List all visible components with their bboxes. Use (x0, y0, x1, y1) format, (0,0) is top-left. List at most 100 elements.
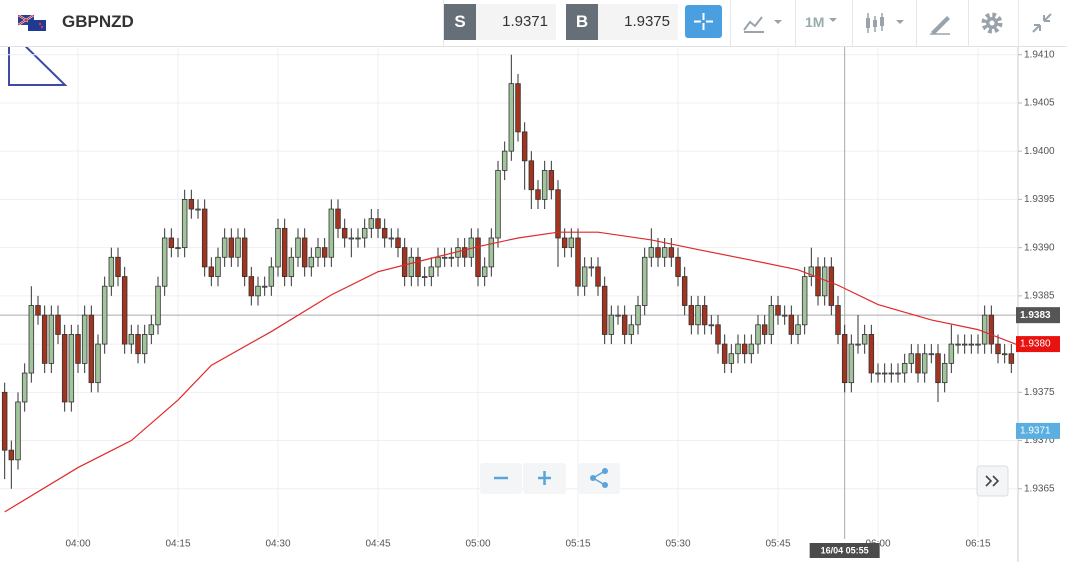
zoom-out-button[interactable] (480, 463, 522, 494)
candle-body (215, 256, 221, 277)
candle-body (868, 334, 875, 374)
candle-body (515, 83, 521, 133)
candle-body (748, 343, 755, 355)
candle-body (608, 314, 615, 335)
buy-button[interactable]: B (566, 4, 598, 40)
drawn-triangle[interactable] (8, 27, 68, 86)
price-marker-box (1016, 422, 1060, 439)
candle-body (248, 276, 255, 297)
candle-body (201, 208, 208, 268)
candle-body (288, 256, 295, 277)
candle-body (268, 266, 275, 287)
candle-body (861, 334, 868, 345)
collapse-button[interactable] (1030, 11, 1054, 35)
candle-body (648, 247, 655, 258)
candle-body (781, 314, 788, 317)
candle-body (481, 266, 488, 277)
candle-body (108, 256, 115, 287)
candle-body (55, 314, 61, 335)
candle-body (388, 237, 395, 240)
candle-body (295, 237, 301, 258)
candle-body (101, 285, 108, 345)
x-tick-label: 04:30 (265, 539, 290, 550)
candle-body (588, 266, 595, 269)
candle-body (728, 353, 735, 364)
candle-body (308, 256, 315, 268)
separator (443, 0, 444, 46)
separator (916, 0, 917, 46)
candle-body (61, 334, 68, 403)
y-tick-label: 1.9375 (1024, 387, 1055, 398)
candle-body (328, 208, 335, 258)
candle-body (668, 247, 675, 258)
candle-body (881, 372, 888, 375)
candle-body (348, 237, 355, 240)
candle-body (475, 237, 481, 277)
candle-body (8, 449, 15, 461)
candle-body (595, 266, 601, 287)
chart-type-button[interactable] (742, 12, 786, 34)
candle-body (208, 266, 215, 277)
candle-body (935, 353, 941, 384)
candle-body (921, 353, 928, 374)
y-tick-label: 1.9385 (1024, 290, 1055, 301)
candle-body (528, 160, 535, 191)
x-tick-label: 04:15 (165, 539, 190, 550)
candle-body (801, 276, 808, 326)
candle-body (181, 199, 188, 249)
candle-body (508, 83, 515, 152)
sell-button[interactable]: S (444, 4, 476, 40)
candle-body (975, 343, 981, 346)
candle-type-button[interactable] (864, 11, 908, 35)
timeframe-caret[interactable] (828, 16, 840, 26)
candle-body (708, 324, 715, 327)
candle-body (421, 276, 428, 278)
y-tick-label: 1.9395 (1024, 194, 1055, 205)
settings-button[interactable] (980, 11, 1004, 35)
separator (795, 0, 796, 46)
share-button[interactable] (578, 463, 620, 494)
flag-icon (18, 15, 46, 31)
candle-body (768, 305, 775, 335)
candle-body (381, 227, 388, 239)
buy-price[interactable]: 1.9375 (598, 4, 678, 40)
candle-body (461, 247, 468, 258)
candle-body (808, 266, 815, 277)
candle-body (148, 324, 155, 335)
candle-body (95, 343, 101, 384)
candle-body (915, 353, 921, 374)
price-marker-label: 1.9380 (1020, 339, 1051, 350)
candle-body (735, 343, 741, 355)
candle-body (188, 199, 195, 210)
candle-body (28, 305, 35, 374)
candle-body (675, 256, 681, 277)
price-marker-label: 1.9371 (1020, 426, 1051, 437)
candle-body (155, 285, 161, 326)
candle-body (775, 305, 781, 316)
candle-body (928, 353, 935, 356)
y-tick-label: 1.9365 (1024, 483, 1055, 494)
candle-body (135, 334, 141, 355)
candle-body (635, 305, 641, 326)
sell-price[interactable]: 1.9371 (476, 4, 556, 40)
candle-body (228, 237, 235, 258)
candle-body (835, 305, 841, 335)
candle-body (721, 343, 728, 364)
candle-body (321, 247, 328, 258)
crosshair-button[interactable] (685, 5, 722, 38)
zoom-in-button[interactable] (523, 463, 566, 494)
candle-body (821, 266, 828, 297)
candle-body (235, 237, 241, 258)
scroll-right-button[interactable] (976, 465, 1009, 497)
draw-button[interactable] (928, 11, 954, 35)
y-tick-label: 1.9400 (1024, 146, 1055, 157)
candle-body (341, 227, 348, 239)
price-marker-box (1016, 336, 1060, 353)
timeframe-button[interactable]: 1M (805, 14, 825, 30)
x-tick-label: 04:00 (65, 539, 90, 550)
candle-body (168, 237, 175, 249)
x-tick-label: 05:15 (565, 539, 590, 550)
candle-body (661, 247, 668, 258)
candle-body (128, 334, 135, 345)
